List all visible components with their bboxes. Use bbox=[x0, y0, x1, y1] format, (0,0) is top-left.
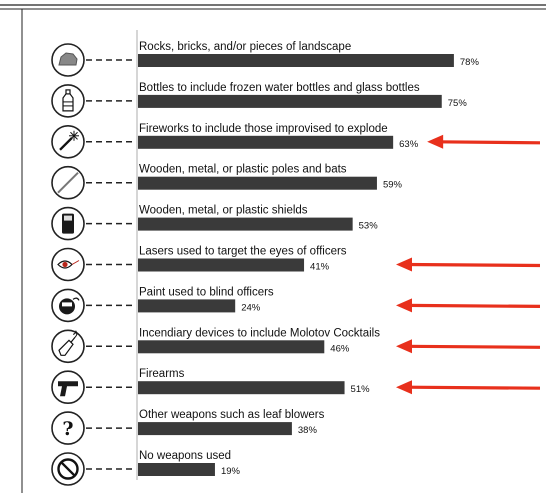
category-label: Other weapons such as leaf blowers bbox=[139, 409, 325, 421]
value-label: 63% bbox=[399, 139, 419, 150]
rock-icon bbox=[51, 43, 85, 77]
question-mark-glyph: ? bbox=[62, 418, 73, 440]
bottle-icon bbox=[51, 84, 85, 118]
shield-icon bbox=[51, 206, 85, 241]
category-label: Paint used to blind officers bbox=[139, 286, 274, 298]
data-bar bbox=[138, 217, 353, 231]
data-bar bbox=[138, 422, 292, 436]
data-bar bbox=[138, 258, 305, 272]
question-mark-icon: ? bbox=[51, 411, 85, 445]
category-label: Lasers used to target the eyes of office… bbox=[139, 246, 347, 258]
highlight-arrow bbox=[396, 380, 541, 395]
category-label: Wooden, metal, or plastic poles and bats bbox=[139, 164, 347, 176]
value-label: 75% bbox=[448, 98, 468, 109]
value-label: 46% bbox=[330, 343, 350, 354]
icon-circle bbox=[51, 247, 85, 282]
category-label: Firearms bbox=[139, 368, 185, 380]
value-label: 59% bbox=[383, 180, 403, 191]
value-label: 78% bbox=[460, 57, 480, 68]
icon-circle bbox=[51, 84, 85, 118]
data-bar bbox=[138, 299, 236, 313]
icon-circle bbox=[51, 329, 85, 364]
data-bar bbox=[138, 94, 442, 108]
highlight-arrow bbox=[396, 298, 541, 313]
category-label: Wooden, metal, or plastic shields bbox=[139, 205, 308, 217]
value-label: 51% bbox=[351, 384, 371, 395]
data-bar bbox=[138, 135, 394, 149]
category-label: No weapons used bbox=[139, 450, 231, 462]
highlight-arrow bbox=[396, 339, 541, 354]
data-bar bbox=[138, 381, 345, 395]
molotov-icon bbox=[51, 329, 85, 364]
highlight-arrow bbox=[427, 134, 541, 149]
value-label: 53% bbox=[359, 221, 379, 232]
paint-mask-icon bbox=[51, 288, 85, 323]
laser-eye-icon bbox=[51, 247, 85, 282]
data-bar bbox=[138, 54, 454, 67]
value-label: 38% bbox=[298, 425, 318, 436]
value-label: 24% bbox=[241, 302, 261, 313]
data-bar bbox=[138, 463, 215, 476]
data-bar bbox=[138, 176, 377, 190]
category-label: Fireworks to include those improvised to… bbox=[139, 123, 388, 135]
no-weapon-icon bbox=[51, 452, 85, 486]
category-label: Bottles to include frozen water bottles … bbox=[139, 82, 420, 94]
highlight-arrow bbox=[396, 257, 541, 272]
icon-circle bbox=[51, 411, 85, 445]
value-label: 19% bbox=[221, 466, 241, 477]
data-bar bbox=[138, 340, 325, 354]
pole-icon bbox=[51, 165, 85, 200]
value-label: 41% bbox=[310, 262, 330, 273]
category-label: Incendiary devices to include Molotov Co… bbox=[139, 327, 380, 339]
firearm-icon bbox=[51, 370, 85, 405]
firework-icon bbox=[51, 125, 85, 159]
icon-circle bbox=[51, 370, 85, 405]
category-label: Rocks, bricks, and/or pieces of landscap… bbox=[139, 41, 351, 53]
